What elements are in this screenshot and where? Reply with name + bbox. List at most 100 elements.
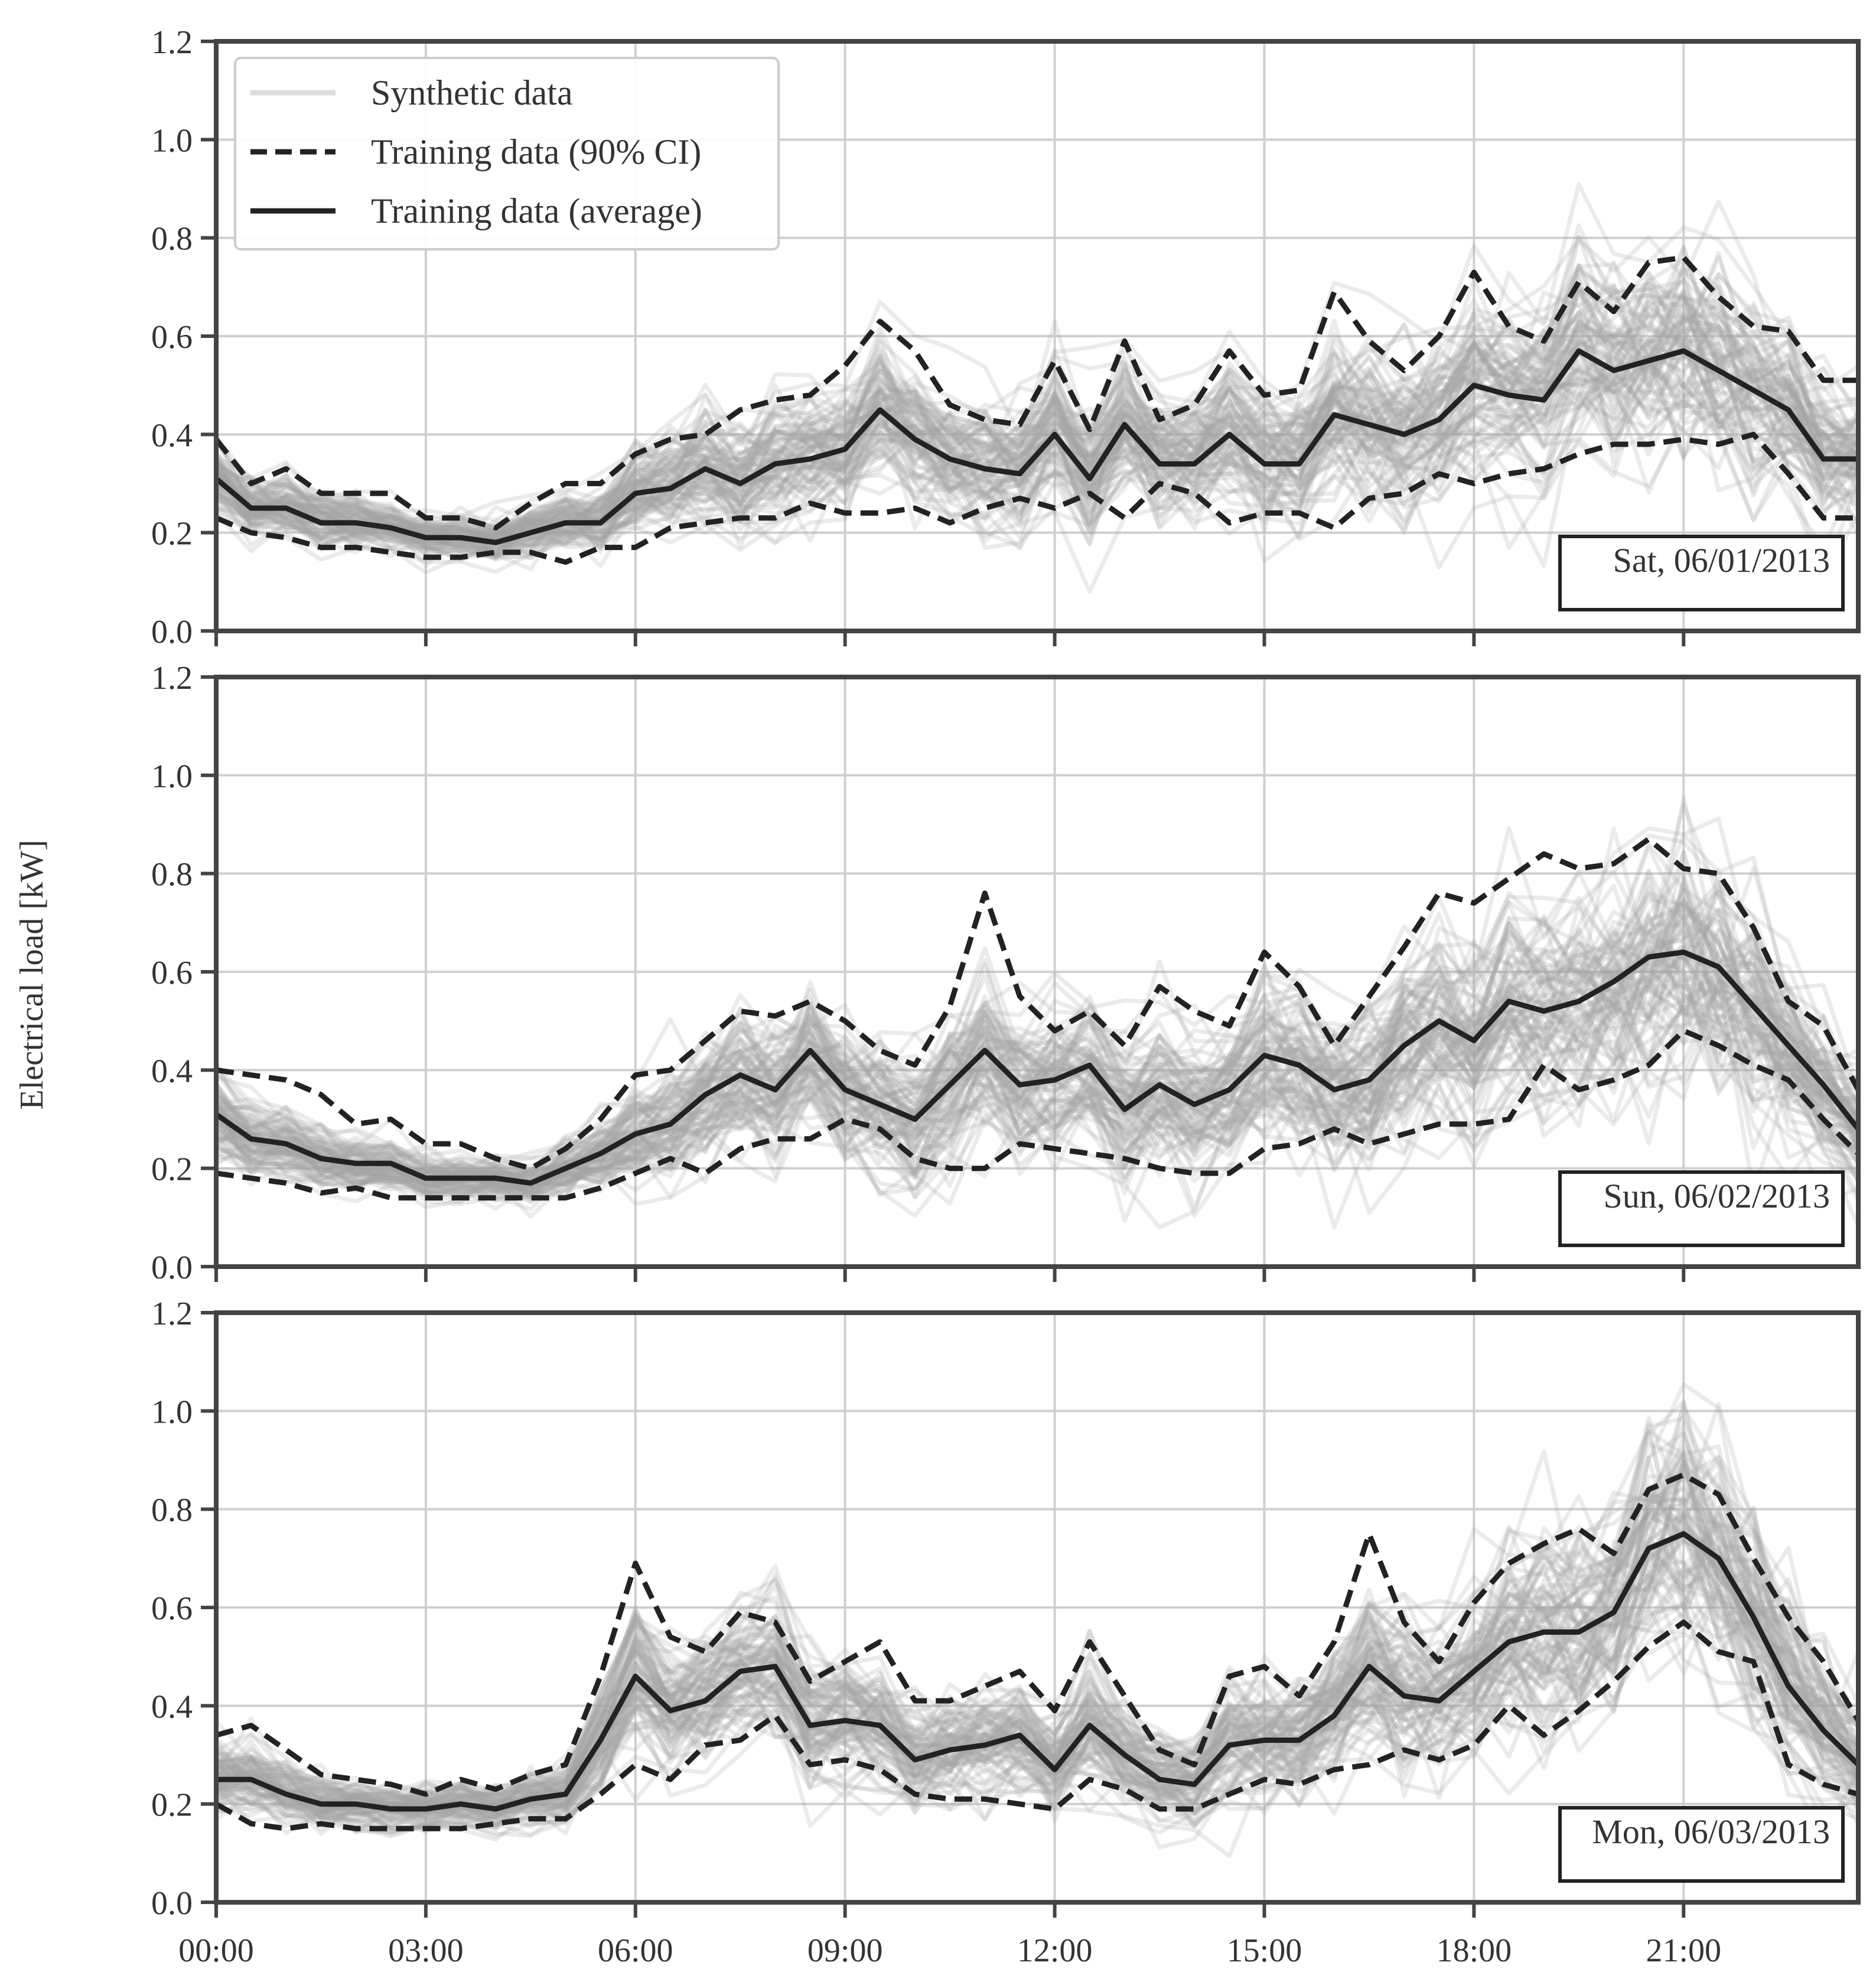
synthetic-trace <box>216 316 1858 542</box>
synthetic-trace <box>216 871 1858 1173</box>
synthetic-trace <box>216 319 1858 562</box>
synthetic-trace <box>216 1497 1858 1814</box>
synthetic-trace <box>216 341 1858 545</box>
synthetic-trace <box>216 1528 1858 1817</box>
synthetic-trace <box>216 235 1858 555</box>
synthetic-trace <box>216 1582 1858 1838</box>
synthetic-trace <box>216 345 1858 550</box>
y-tick-label: 1.0 <box>151 122 193 159</box>
synthetic-trace <box>216 955 1858 1200</box>
synthetic-trace <box>216 867 1858 1199</box>
synthetic-trace <box>216 287 1858 543</box>
synthetic-trace <box>216 970 1858 1210</box>
synthetic-trace <box>216 841 1858 1180</box>
synthetic-trace <box>216 956 1858 1195</box>
synthetic-trace <box>216 1557 1858 1821</box>
synthetic-trace <box>216 1523 1858 1836</box>
y-tick-label: 0.8 <box>151 1492 193 1529</box>
synthetic-trace <box>216 920 1858 1186</box>
synthetic-trace <box>216 316 1858 549</box>
panel-3: 0.0 0.2 0.4 0.6 0.8 1.0 1.2 00:00 03:00 06:00 09:0… <box>151 1296 1861 1969</box>
synthetic-trace <box>216 909 1858 1179</box>
synthetic-trace <box>216 316 1858 539</box>
synthetic-trace <box>216 802 1858 1179</box>
synthetic-trace <box>216 874 1858 1196</box>
x-tick-label: 18:00 <box>1437 1932 1512 1969</box>
date-label: Mon, 06/03/2013 <box>1592 1812 1830 1851</box>
y-tick-label: 0.8 <box>151 857 193 893</box>
synthetic-trace <box>216 300 1858 548</box>
synthetic-trace <box>216 990 1858 1223</box>
synthetic-trace <box>216 1459 1858 1801</box>
synthetic-trace <box>216 362 1858 555</box>
synthetic-trace <box>216 281 1858 542</box>
synthetic-trace <box>216 1416 1858 1806</box>
synthetic-trace <box>216 330 1858 554</box>
synthetic-trace <box>216 869 1858 1190</box>
synthetic-trace <box>216 1577 1858 1838</box>
synthetic-trace <box>216 929 1858 1190</box>
synthetic-trace <box>216 1632 1858 1850</box>
synthetic-trace <box>216 939 1858 1183</box>
y-tick-label: 1.2 <box>151 660 193 697</box>
ci-lower-line <box>216 431 1858 565</box>
series-group <box>216 795 1858 1229</box>
synthetic-trace <box>216 1510 1858 1823</box>
synthetic-trace <box>216 282 1858 541</box>
synthetic-trace <box>216 967 1858 1196</box>
synthetic-trace <box>216 340 1858 542</box>
x-tick-label: 12:00 <box>1017 1932 1093 1969</box>
ci-upper-line <box>216 1472 1858 1797</box>
synthetic-trace <box>216 281 1858 534</box>
synthetic-trace <box>216 223 1858 542</box>
x-tick-label: 21:00 <box>1646 1932 1721 1969</box>
y-tick-label: 0.2 <box>151 516 193 552</box>
synthetic-traces <box>216 1382 1858 1859</box>
synthetic-trace <box>216 370 1858 556</box>
synthetic-trace <box>216 1458 1858 1813</box>
y-tick-label: 0.2 <box>151 1151 193 1188</box>
synthetic-trace <box>216 266 1858 530</box>
synthetic-trace <box>216 302 1858 548</box>
synthetic-trace <box>216 1400 1858 1807</box>
synthetic-trace <box>216 1430 1858 1809</box>
synthetic-trace <box>216 1526 1858 1830</box>
synthetic-trace <box>216 269 1858 542</box>
synthetic-trace <box>216 961 1858 1200</box>
y-tick-label: 1.2 <box>151 24 193 61</box>
ci-lower-line <box>216 1619 1858 1831</box>
legend-label-synthetic: Synthetic data <box>371 73 573 112</box>
synthetic-trace <box>216 1405 1858 1808</box>
date-label: Sun, 06/02/2013 <box>1604 1177 1831 1215</box>
synthetic-trace <box>216 267 1858 531</box>
ci-lower-line <box>216 1028 1858 1201</box>
x-tick-label: 00:00 <box>178 1932 254 1969</box>
average-line <box>216 348 1858 545</box>
synthetic-trace <box>216 922 1858 1197</box>
y-tick-label: 0.0 <box>151 614 193 650</box>
synthetic-trace <box>216 951 1858 1191</box>
synthetic-trace <box>216 1399 1858 1823</box>
synthetic-trace <box>216 292 1858 546</box>
y-tick-label: 0.4 <box>151 1688 193 1725</box>
synthetic-trace <box>216 318 1858 553</box>
y-tick-label: 0.8 <box>151 221 193 258</box>
synthetic-trace <box>216 260 1858 551</box>
y-tick-label: 0.6 <box>151 319 193 356</box>
synthetic-trace <box>216 1511 1858 1818</box>
synthetic-trace <box>216 1490 1858 1804</box>
synthetic-trace <box>216 1460 1858 1821</box>
synthetic-trace <box>216 929 1858 1194</box>
y-tick-label: 0.0 <box>151 1249 193 1286</box>
synthetic-trace <box>216 1509 1858 1812</box>
synthetic-trace <box>216 901 1858 1185</box>
synthetic-trace <box>216 1449 1858 1817</box>
synthetic-trace <box>216 987 1858 1199</box>
synthetic-trace <box>216 285 1858 536</box>
synthetic-trace <box>216 1444 1858 1808</box>
synthetic-trace <box>216 970 1858 1204</box>
synthetic-trace <box>216 328 1858 561</box>
synthetic-trace <box>216 868 1858 1172</box>
synthetic-trace <box>216 282 1858 539</box>
synthetic-trace <box>216 263 1858 539</box>
